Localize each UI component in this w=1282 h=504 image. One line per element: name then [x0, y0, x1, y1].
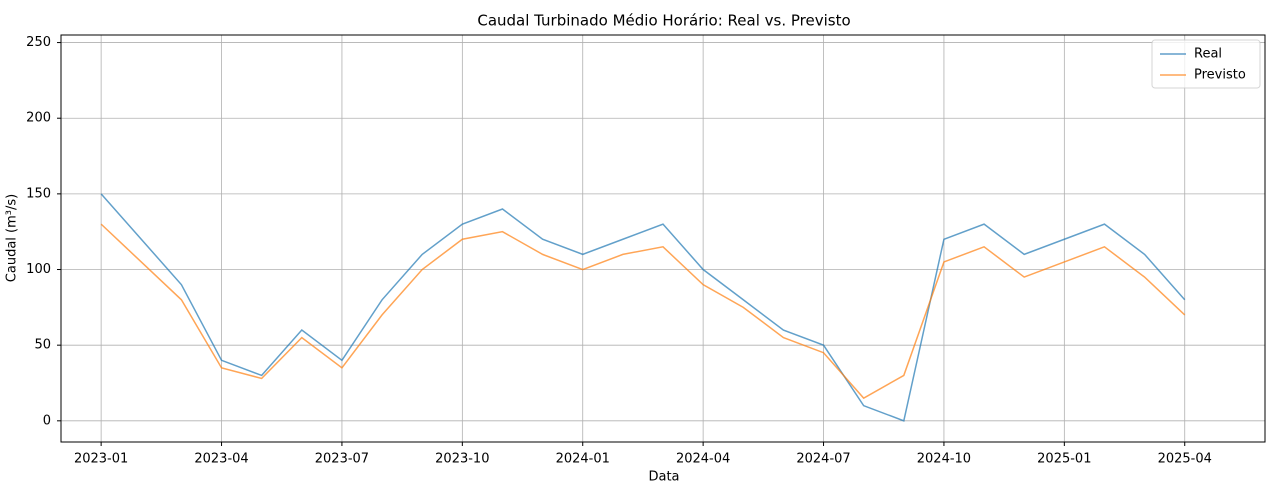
x-tick-label: 2024-04: [676, 452, 730, 467]
chart-title: Caudal Turbinado Médio Horário: Real vs.…: [477, 12, 850, 30]
x-tick-label: 2024-10: [917, 452, 971, 467]
legend-box: [1151, 39, 1261, 89]
x-tick-label: 2024-01: [556, 452, 610, 467]
y-axis-label: Caudal (m³/s): [5, 194, 20, 282]
data-line: [100, 223, 1186, 400]
x-tick-label: 2025-04: [1158, 452, 1212, 467]
y-tick-label: 100: [26, 262, 51, 277]
y-tick-label: 250: [26, 35, 51, 50]
y-tick-label: 200: [26, 111, 51, 126]
x-tick-label: 2023-07: [315, 452, 369, 467]
data-line: [100, 193, 1186, 422]
y-tick-label: 50: [34, 338, 51, 353]
x-tick-label: 2023-04: [194, 452, 248, 467]
x-tick-label: 2025-01: [1037, 452, 1091, 467]
y-tick-label: 0: [43, 413, 51, 428]
plot-frame: [60, 34, 1266, 443]
legend-label: Real: [1194, 47, 1222, 62]
legend-label: Previsto: [1194, 68, 1246, 83]
x-tick-label: 2023-01: [74, 452, 128, 467]
x-tick-label: 2023-10: [435, 452, 489, 467]
x-tick-label: 2024-07: [796, 452, 850, 467]
y-tick-label: 150: [26, 186, 51, 201]
x-axis-label: Data: [648, 470, 679, 485]
